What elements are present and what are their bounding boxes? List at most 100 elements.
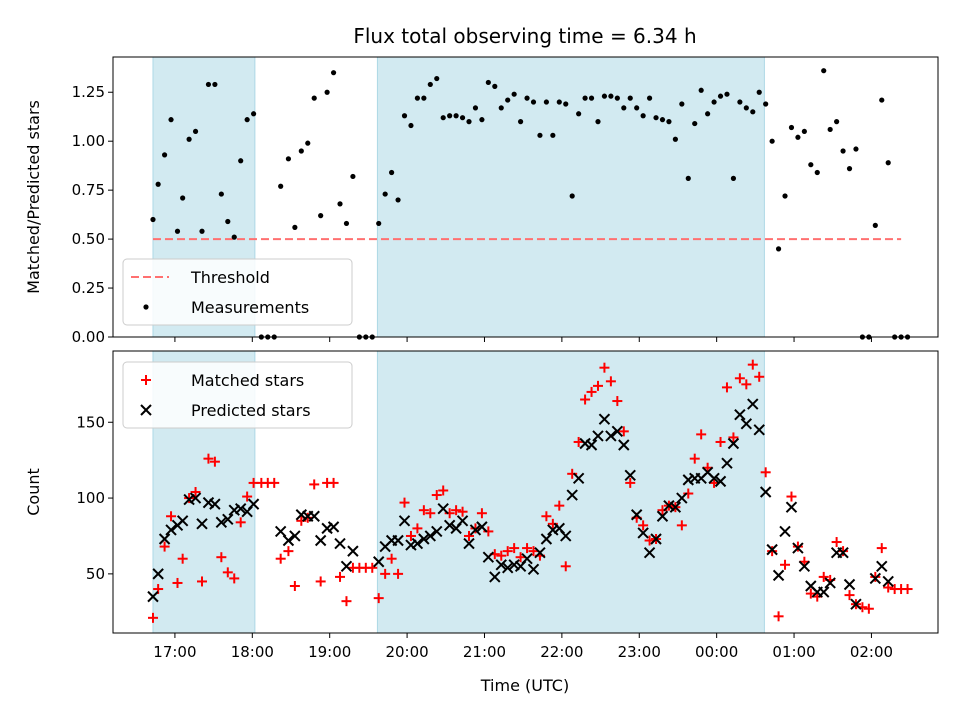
- data-point: [347, 545, 359, 557]
- data-point: [434, 75, 440, 82]
- y-tick-label: 0.50: [72, 230, 105, 248]
- data-point-stroke: [869, 572, 882, 585]
- data-point-stroke: [882, 575, 894, 588]
- data-point-stroke: [779, 525, 791, 538]
- y-axis-label: Count: [24, 468, 43, 516]
- data-point: [421, 95, 427, 101]
- data-point: [380, 568, 391, 579]
- data-point: [801, 128, 807, 135]
- data-point: [705, 111, 711, 117]
- data-point: [222, 567, 233, 578]
- data-point-stroke: [234, 502, 247, 515]
- data-point-stroke: [837, 546, 849, 559]
- data-point: [180, 195, 186, 201]
- data-point: [269, 477, 280, 488]
- data-point: [743, 105, 749, 111]
- data-point: [309, 479, 320, 490]
- data-point: [174, 228, 181, 234]
- data-point: [734, 373, 745, 384]
- x-tick-label: 01:00: [772, 643, 815, 661]
- data-point: [305, 140, 311, 146]
- data-point: [580, 394, 591, 405]
- data-point: [567, 468, 578, 479]
- data-point: [657, 505, 668, 516]
- data-point-stroke: [202, 496, 215, 509]
- legend-label: Measurements: [191, 298, 309, 317]
- data-point: [411, 537, 424, 550]
- data-point: [334, 537, 346, 550]
- data-point-stroke: [431, 525, 443, 538]
- data-point: [598, 413, 611, 425]
- data-point: [161, 152, 168, 158]
- data-point-stroke: [740, 418, 753, 430]
- data-point: [418, 533, 430, 545]
- data-point: [772, 569, 785, 582]
- data-point: [495, 559, 507, 571]
- data-point: [470, 523, 481, 534]
- plot-frame: [112, 350, 939, 634]
- data-point: [425, 508, 436, 519]
- data-point-stroke: [176, 515, 189, 527]
- data-point: [824, 577, 836, 589]
- data-point-stroke: [624, 469, 636, 482]
- data-point: [197, 576, 208, 587]
- data-point-stroke: [714, 475, 727, 488]
- data-point: [225, 218, 231, 225]
- data-point: [775, 246, 782, 252]
- data-point: [831, 537, 842, 548]
- data-point: [315, 576, 326, 587]
- data-point: [147, 612, 158, 623]
- data-point-stroke: [463, 537, 475, 550]
- data-point: [754, 371, 765, 382]
- data-point-stroke: [637, 527, 649, 539]
- x-tick-label: 21:00: [463, 643, 506, 661]
- data-point: [373, 593, 384, 604]
- y-tick-label: 1.25: [72, 83, 105, 101]
- data-point: [350, 173, 356, 180]
- data-point: [698, 87, 704, 93]
- data-point: [205, 81, 212, 88]
- data-point: [386, 553, 397, 564]
- series-matched-stars: [147, 359, 913, 623]
- data-point-stroke: [663, 499, 675, 512]
- data-point: [717, 93, 724, 99]
- data-point: [753, 424, 765, 436]
- data-point: [234, 502, 247, 515]
- data-point: [330, 70, 337, 76]
- data-point: [625, 477, 636, 488]
- data-point: [534, 546, 546, 559]
- data-point-stroke: [521, 553, 533, 565]
- data-point: [389, 169, 395, 176]
- data-point: [592, 380, 603, 391]
- data-point-stroke: [676, 492, 688, 504]
- data-point: [669, 501, 682, 513]
- data-point: [327, 521, 340, 533]
- data-point: [238, 158, 244, 164]
- data-point: [212, 81, 218, 88]
- data-point-stroke: [592, 430, 604, 442]
- data-point: [476, 521, 488, 533]
- data-point: [740, 418, 753, 430]
- data-point: [190, 487, 201, 497]
- data-point: [624, 469, 636, 482]
- data-point: [189, 492, 202, 504]
- data-point: [769, 138, 775, 144]
- data-point: [766, 543, 778, 556]
- data-point-stroke: [792, 542, 804, 554]
- data-point: [840, 148, 846, 154]
- data-point: [522, 543, 533, 554]
- data-point: [846, 166, 853, 172]
- data-point: [659, 117, 666, 123]
- data-point-stroke: [669, 501, 682, 513]
- data-point: [721, 457, 733, 469]
- data-point: [727, 437, 740, 450]
- data-point-stroke: [759, 486, 772, 498]
- data-point: [821, 68, 827, 74]
- data-point: [159, 541, 170, 552]
- data-point: [540, 533, 553, 545]
- data-point: [459, 115, 466, 121]
- data-point: [792, 541, 803, 552]
- data-point: [292, 224, 298, 230]
- data-point: [278, 183, 284, 189]
- data-point: [147, 590, 159, 603]
